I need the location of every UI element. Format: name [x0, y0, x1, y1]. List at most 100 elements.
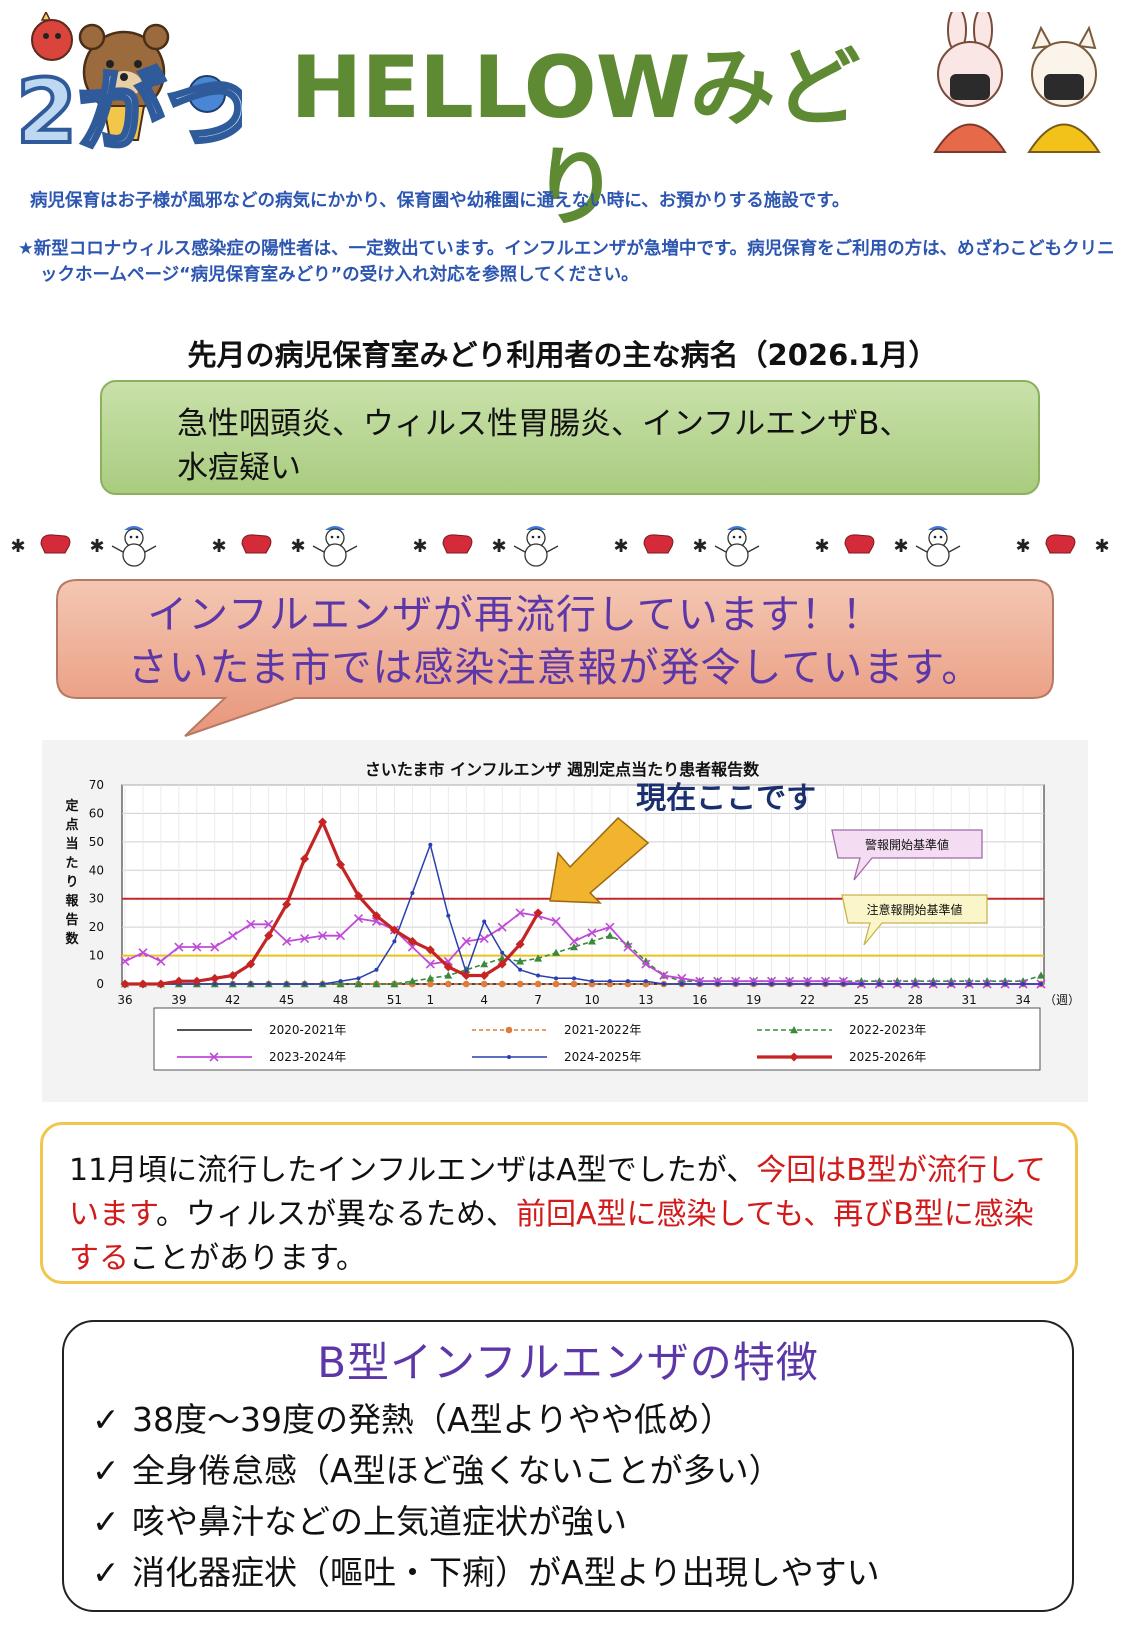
data-point — [697, 982, 702, 986]
x-tick-label: 19 — [746, 993, 761, 1007]
x-tick-label: 39 — [171, 993, 186, 1007]
data-point — [643, 979, 648, 984]
legend-label: 2025-2026年 — [849, 1050, 926, 1064]
x-tick-label: 34 — [1015, 993, 1030, 1007]
data-point — [246, 919, 256, 929]
explanation-highlight: 前回A型に感染しても、再びB型に感染する — [69, 1197, 1034, 1276]
data-point — [353, 914, 364, 924]
data-point — [300, 854, 310, 864]
y-axis-label-char: 当 — [65, 836, 78, 852]
data-point — [642, 980, 650, 988]
legend-marker — [209, 1052, 219, 1062]
data-point — [534, 980, 542, 988]
feature-item: ✓ 38度～39度の発熱（A型よりやや低め） — [92, 1394, 1072, 1445]
data-point — [338, 979, 343, 984]
data-point — [389, 925, 399, 935]
data-point — [641, 959, 651, 969]
data-point — [572, 976, 577, 981]
chart-legend: 2020-2021年 2021-2022年 2022-2023年 2023-2024年… — [153, 1007, 1041, 1071]
x-tick-label: 51 — [387, 993, 402, 1007]
data-point — [264, 931, 274, 941]
explanation-text: ことがあります。 — [129, 1241, 366, 1276]
illness-heading: 先月の病児保育室みどり利用者の主な病名（2026.1月） — [187, 338, 938, 372]
data-point — [516, 957, 525, 965]
threshold-label: 注意報開始基準値 — [866, 902, 962, 917]
data-point — [320, 982, 325, 986]
data-point — [570, 943, 579, 951]
legend-marker — [505, 1026, 513, 1034]
data-point — [462, 965, 471, 973]
data-point — [427, 980, 434, 988]
data-point — [587, 928, 597, 938]
data-point — [390, 980, 399, 988]
data-point — [444, 980, 452, 988]
data-point — [354, 980, 363, 988]
star-icon: ✱ — [10, 536, 25, 557]
mitten-icon — [844, 534, 875, 554]
data-point — [895, 982, 900, 986]
legend-marker — [507, 1055, 511, 1059]
x-tick-label: 22 — [800, 993, 815, 1007]
data-point — [625, 979, 630, 984]
data-point — [156, 956, 166, 966]
data-point — [407, 936, 417, 946]
star-icon: ✱ — [692, 536, 707, 557]
data-point — [120, 956, 130, 966]
illness-box: 急性咽頭炎、ウィルス性胃腸炎、インフルエンザB、 水痘疑い — [100, 380, 1040, 495]
legend-marker — [789, 1052, 799, 1062]
data-point — [374, 967, 379, 972]
data-point — [841, 982, 846, 986]
data-point — [733, 982, 738, 986]
alert-bubble: インフルエンザが再流行しています！！ さいたま市では感染注意報が発令しています。 — [55, 578, 1055, 738]
data-point — [589, 979, 594, 984]
data-point — [174, 942, 184, 952]
data-point — [607, 979, 612, 984]
y-tick-label: 60 — [89, 806, 104, 820]
data-point — [534, 954, 543, 962]
snowman-icon — [915, 526, 961, 567]
oni-bear-illustration: 2がつ — [14, 10, 255, 165]
data-point — [284, 982, 289, 986]
data-point — [248, 982, 253, 986]
check-icon: ✓ — [92, 1553, 120, 1592]
data-point — [787, 982, 792, 986]
x-tick-label: 10 — [584, 993, 599, 1007]
data-point — [967, 982, 972, 986]
data-point — [1021, 982, 1026, 986]
data-point — [805, 982, 810, 986]
data-point — [443, 962, 453, 972]
data-point — [479, 970, 489, 980]
snowman-icon — [714, 526, 760, 567]
data-point — [1037, 971, 1045, 979]
legend-label: 2022-2023年 — [849, 1023, 926, 1037]
feature-text: 38度～39度の発熱（A型よりやや低め） — [132, 1400, 733, 1439]
data-point — [480, 980, 488, 988]
data-point — [392, 939, 397, 944]
illness-line-2: 水痘疑い — [177, 450, 301, 486]
y-axis-label-char: 報 — [65, 893, 79, 909]
mitten-icon — [1045, 534, 1076, 554]
data-point — [533, 908, 543, 918]
data-point — [554, 976, 559, 981]
data-point — [552, 948, 561, 956]
data-point — [570, 980, 578, 988]
feature-item: ✓ 咳や鼻汁などの上気道症状が強い — [92, 1496, 1072, 1547]
newsletter-title: HELLOWみどり — [290, 38, 860, 238]
data-point — [659, 970, 669, 981]
annotation-label: 現在ここです — [636, 781, 816, 816]
star-icon: ✱ — [412, 536, 427, 557]
data-point — [518, 967, 523, 972]
y-tick-label: 30 — [89, 892, 104, 906]
star-icon: ✱ — [211, 536, 226, 557]
data-point — [498, 980, 506, 988]
data-point — [949, 982, 954, 986]
y-tick-label: 0 — [96, 977, 104, 991]
mitten-icon — [442, 534, 473, 554]
data-point — [228, 931, 238, 941]
y-tick-label: 70 — [89, 778, 104, 792]
x-tick-label: 48 — [333, 993, 348, 1007]
data-point — [120, 979, 130, 989]
feature-text: 咳や鼻汁などの上気道症状が強い — [132, 1502, 627, 1541]
threshold-label: 警報開始基準値 — [865, 837, 949, 852]
y-tick-label: 10 — [89, 949, 104, 963]
